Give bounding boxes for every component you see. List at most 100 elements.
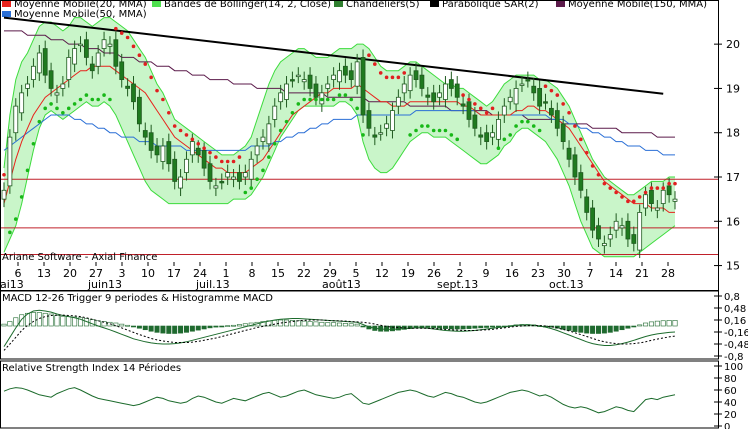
candle-body-103 — [607, 234, 613, 240]
candle-body-49 — [290, 79, 295, 82]
candle-body-58 — [342, 65, 348, 76]
sar-dot-102 — [602, 181, 607, 186]
candle-body-44 — [260, 136, 266, 142]
candle-body-72 — [425, 94, 431, 98]
candle-body-96 — [566, 147, 572, 160]
candle-body-23 — [136, 96, 142, 125]
sar-dot-96 — [567, 110, 571, 115]
candle-body-28 — [166, 141, 172, 165]
macd-bar-114 — [672, 320, 678, 327]
candle-body-45 — [266, 123, 272, 145]
sar-dot-80 — [473, 102, 477, 106]
candle-body-38 — [225, 172, 231, 178]
sar-dot-62 — [367, 53, 371, 58]
macd-bar-54 — [319, 321, 325, 327]
candle-body-2 — [13, 105, 19, 134]
sar-dot-89 — [526, 119, 530, 124]
candle-body-81 — [478, 134, 484, 138]
sar-dot-5 — [31, 141, 36, 146]
candle-body-75 — [443, 83, 448, 100]
sar-dot-113 — [667, 181, 671, 186]
candle-body-70 — [413, 70, 419, 80]
candle-body-16 — [95, 52, 101, 67]
x-tick-label-1: 13 — [37, 267, 51, 280]
x-axis: 6 13 20 27 3 10 17 24 1 8 15 22 29 5 12 19 26 2 9 16 23 30 7 14… — [0, 262, 675, 291]
macd-bar-9 — [54, 315, 60, 327]
macd-bar-74 — [437, 325, 443, 329]
candle-body-82 — [484, 132, 490, 142]
rsi-tick-label-4: 20 — [724, 410, 737, 421]
price-tick-label-2: 17 — [726, 171, 740, 184]
sar-dot-105 — [620, 195, 624, 199]
sar-dot-83 — [490, 106, 495, 111]
sar-dot-45 — [267, 155, 271, 159]
macd-bar-66 — [389, 325, 395, 332]
candle-body-61 — [360, 57, 366, 116]
sar-dot-95 — [561, 102, 565, 106]
month-label-5: oct.13 — [549, 278, 584, 291]
candle-body-84 — [496, 119, 501, 140]
candle-body-30 — [178, 176, 183, 189]
candle-body-53 — [313, 83, 319, 98]
candle-body-39 — [231, 176, 236, 180]
candle-body-74 — [437, 92, 442, 98]
macd-bar-59 — [348, 323, 354, 327]
macd-tick-label-2: 0,16 — [724, 316, 746, 327]
macd-tick-label-0: 0,8 — [724, 292, 740, 303]
legend: Moyenne Mobile(20, MMA) Bandes de Bolling… — [2, 0, 707, 20]
sar-dot-33 — [196, 141, 201, 146]
macd-bar-106 — [625, 325, 631, 329]
macd-bar-22 — [130, 325, 136, 328]
macd-bar-30 — [178, 325, 184, 334]
sar-dot-97 — [573, 124, 577, 128]
macd-bar-37 — [219, 325, 225, 328]
sar-dot-77 — [455, 137, 460, 142]
macd-bar-83 — [490, 325, 496, 328]
candle-body-31 — [184, 158, 189, 173]
macd-bar-28 — [166, 325, 172, 334]
sar-dot-38 — [225, 159, 230, 164]
candle-body-20 — [119, 61, 125, 80]
candle-body-4 — [25, 83, 30, 89]
sar-dot-0 — [2, 172, 6, 177]
candle-body-57 — [337, 70, 342, 83]
macd-bar-96 — [566, 325, 572, 331]
candle-body-3 — [19, 92, 25, 114]
candle-body-95 — [560, 123, 566, 142]
candle-body-88 — [519, 83, 525, 86]
macd-bar-6 — [36, 312, 42, 327]
macd-bar-13 — [78, 317, 84, 327]
sar-dot-35 — [208, 150, 212, 155]
candle-body-50 — [295, 74, 301, 78]
candle-body-113 — [666, 185, 672, 196]
macd-bar-34 — [201, 325, 207, 330]
sar-dot-58 — [343, 93, 348, 97]
sar-dot-93 — [549, 88, 554, 93]
candle-body-43 — [254, 145, 260, 156]
rsi-line — [3, 387, 676, 414]
macd-tick-label-4: -0,48 — [724, 340, 748, 351]
sar-dot-81 — [478, 106, 483, 111]
candle-body-18 — [107, 43, 113, 47]
legend-label-1: Bandes de Bollinger(14, 2, Close) — [164, 0, 331, 10]
macd-bar-0 — [1, 323, 7, 327]
x-tick-label-24: 21 — [635, 267, 649, 280]
sar-dot-9 — [55, 106, 59, 111]
macd-bar-3 — [19, 314, 25, 327]
sar-dot-6 — [37, 119, 42, 124]
candle-body-8 — [48, 70, 54, 89]
legend-swatch-2 — [334, 1, 343, 7]
sar-dot-90 — [531, 124, 536, 128]
macd-bar-60 — [354, 323, 360, 327]
candle-body-47 — [278, 92, 284, 103]
candle-body-13 — [78, 43, 83, 47]
sar-dot-65 — [384, 75, 389, 80]
sar-dot-52 — [308, 97, 312, 102]
macd-bar-103 — [607, 325, 613, 333]
sar-dot-108 — [637, 195, 642, 199]
sar-dot-41 — [243, 190, 248, 195]
macd-bar-98 — [578, 325, 584, 333]
x-tick-label-23: 14 — [609, 267, 623, 280]
sar-dot-100 — [590, 164, 595, 168]
